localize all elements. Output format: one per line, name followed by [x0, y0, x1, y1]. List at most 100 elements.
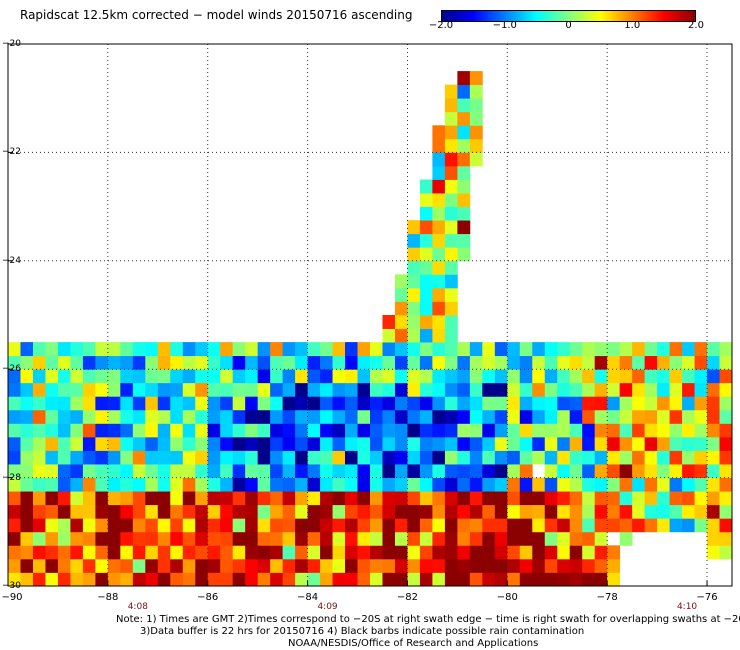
wind-difference-cell — [544, 464, 558, 478]
wind-difference-cell — [8, 491, 21, 506]
wind-difference-cell — [320, 504, 333, 519]
wind-difference-cell — [95, 477, 109, 492]
wind-difference-cell — [70, 518, 84, 533]
wind-difference-cell — [407, 342, 421, 357]
wind-difference-cell — [494, 531, 508, 546]
latitude-label: −22 — [2, 147, 21, 158]
wind-difference-cell — [469, 477, 483, 492]
wind-difference-cell — [145, 355, 159, 370]
wind-difference-cell — [320, 518, 333, 533]
wind-difference-cell — [719, 545, 733, 560]
wind-difference-cell — [444, 287, 458, 302]
wind-difference-cell — [494, 450, 508, 465]
wind-difference-cell — [569, 342, 583, 357]
wind-difference-cell — [632, 409, 646, 424]
wind-difference-cell — [507, 409, 521, 424]
map-title: Rapidscat 12.5km corrected − model winds… — [20, 8, 413, 22]
wind-difference-cell — [132, 504, 146, 519]
wind-difference-cell — [307, 396, 321, 411]
wind-difference-cell — [632, 423, 646, 438]
wind-difference-cell — [132, 518, 146, 533]
wind-difference-cell — [20, 477, 34, 492]
wind-difference-cell — [632, 436, 646, 451]
wind-difference-cell — [657, 491, 670, 506]
wind-difference-cell — [494, 436, 508, 451]
time-label: 4:08 — [127, 602, 148, 612]
longitude-label: −78 — [596, 592, 618, 603]
wind-difference-cell — [644, 409, 658, 424]
wind-difference-cell — [357, 572, 371, 587]
wind-difference-cell — [557, 382, 571, 397]
wind-difference-cell — [394, 450, 408, 465]
wind-difference-cell — [407, 233, 421, 248]
wind-difference-cell — [619, 382, 633, 397]
wind-difference-cell — [569, 450, 583, 465]
wind-difference-cell — [657, 436, 670, 451]
wind-difference-cell — [232, 531, 246, 546]
wind-difference-cell — [457, 165, 471, 180]
wind-difference-cell — [707, 531, 720, 546]
wind-difference-cell — [120, 382, 134, 397]
wind-difference-cell — [507, 518, 521, 533]
wind-difference-cell — [282, 464, 296, 478]
wind-difference-cell — [257, 477, 271, 492]
wind-difference-cell — [494, 477, 508, 492]
wind-difference-cell — [419, 220, 433, 235]
wind-difference-cell — [682, 450, 695, 465]
wind-difference-cell — [682, 409, 695, 424]
wind-difference-cell — [457, 247, 471, 262]
wind-difference-cell — [594, 545, 608, 560]
wind-difference-cell — [332, 558, 346, 573]
wind-difference-cell — [544, 491, 558, 506]
wind-difference-cell — [370, 436, 383, 451]
wind-difference-cell — [82, 450, 96, 465]
wind-difference-cell — [457, 450, 471, 465]
wind-difference-cell — [632, 396, 646, 411]
wind-difference-cell — [669, 464, 683, 478]
wind-difference-cell — [532, 531, 546, 546]
wind-difference-cell — [619, 396, 633, 411]
wind-difference-cell — [120, 355, 134, 370]
wind-difference-cell — [120, 491, 134, 506]
wind-difference-cell — [107, 396, 121, 411]
wind-difference-cell — [370, 558, 383, 573]
wind-difference-cell — [519, 382, 533, 397]
wind-difference-cell — [370, 491, 383, 506]
wind-difference-cell — [394, 531, 408, 546]
wind-difference-cell — [607, 342, 621, 357]
wind-difference-cell — [594, 477, 608, 492]
wind-difference-cell — [257, 396, 271, 411]
wind-difference-cell — [45, 477, 59, 492]
wind-difference-cell — [569, 572, 583, 587]
wind-difference-cell — [694, 355, 708, 370]
wind-difference-cell — [532, 342, 546, 357]
wind-difference-cell — [370, 477, 383, 492]
wind-difference-cell — [245, 464, 259, 478]
wind-difference-cell — [170, 436, 184, 451]
wind-difference-cell — [707, 518, 720, 533]
wind-difference-cell — [632, 464, 646, 478]
wind-difference-cell — [707, 382, 720, 397]
wind-difference-cell — [145, 531, 159, 546]
wind-difference-cell — [419, 396, 433, 411]
wind-difference-cell — [307, 518, 321, 533]
wind-difference-cell — [220, 369, 234, 384]
wind-difference-cell — [220, 382, 234, 397]
wind-difference-cell — [232, 450, 246, 465]
wind-difference-cell — [532, 518, 546, 533]
wind-difference-cell — [132, 450, 146, 465]
longitude-label: −80 — [496, 592, 518, 603]
wind-difference-cell — [632, 450, 646, 465]
wind-difference-cell — [457, 436, 471, 451]
wind-difference-cell — [45, 342, 59, 357]
wind-difference-cell — [444, 179, 458, 194]
wind-difference-cell — [320, 409, 333, 424]
wind-difference-cell — [694, 518, 708, 533]
wind-difference-cell — [632, 382, 646, 397]
wind-difference-cell — [257, 518, 271, 533]
wind-difference-cell — [719, 369, 733, 384]
wind-difference-cell — [220, 531, 234, 546]
wind-difference-cell — [482, 396, 496, 411]
wind-difference-cell — [469, 423, 483, 438]
wind-difference-cell — [507, 450, 521, 465]
